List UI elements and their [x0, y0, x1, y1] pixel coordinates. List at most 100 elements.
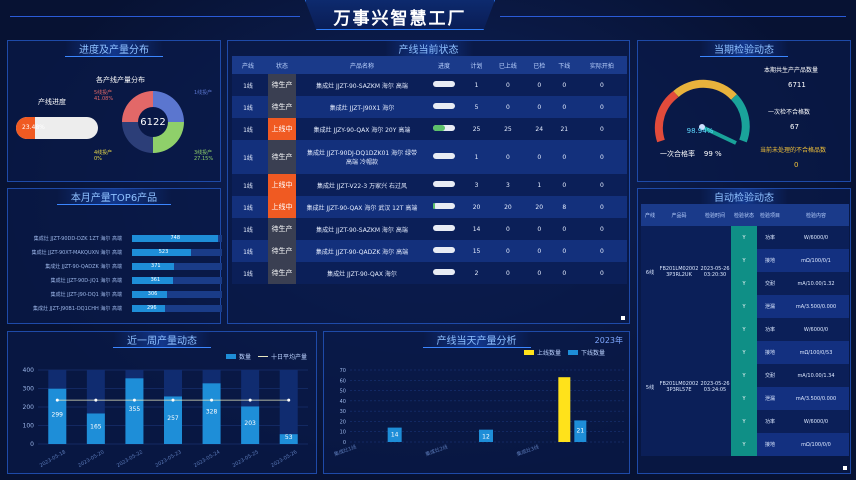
bar: [202, 383, 221, 444]
panel-title: 产线当前状态: [228, 41, 629, 57]
gauge-value: 98.94%: [687, 127, 714, 135]
cell-checked: 0: [526, 262, 552, 284]
cell-check-content: W/6000/0: [783, 318, 849, 341]
cell-status: 上线中: [264, 118, 300, 140]
cell-checked: 1: [526, 174, 552, 196]
cell-line: 5线: [641, 318, 659, 456]
table-row[interactable]: 1线 上线中 集成灶 JJZY-90-QAX 海尔 20Y 高端 25 25 24 21 0: [232, 118, 627, 140]
today-year: 2023年: [594, 336, 623, 345]
x-tick-label: 2023-05-20: [77, 449, 105, 469]
cell-plan: 1: [464, 74, 490, 96]
cell-status: 待生产: [264, 218, 300, 240]
table-body: 1线 待生产 集成灶 JJZT-90-SAZKM 海尔 高端 1 0 0 0 0 1线 待生产 集成…: [232, 74, 627, 284]
col-header[interactable]: 产品码: [659, 204, 699, 226]
table-row[interactable]: 6线 FB201LM02002 3P3RL2UK 2023-05-26 03:20:…: [641, 226, 849, 318]
list-item[interactable]: 集成灶 JJZT-90D-JQ1 海尔 高端 361: [16, 277, 222, 287]
list-item[interactable]: 集成灶 JJZT-J90B1-DQ1CHH 海尔 高端 296: [16, 305, 222, 315]
cell-down: 0: [551, 96, 577, 118]
y-tick-label: 40: [340, 399, 346, 405]
col-header[interactable]: 已检: [526, 56, 552, 74]
table-header: 产线 状态 产品名称 进度 计划 已上线 已检 下线 实际开拍: [232, 56, 627, 74]
table-row[interactable]: 1线 待生产 集成灶 JJZT-90-SAZKM 海尔 高端 1 0 0 0 0: [232, 74, 627, 96]
table-row[interactable]: Y 泄漏 mA/3.500/0.000: [641, 387, 849, 410]
col-header[interactable]: 状态: [264, 56, 300, 74]
resize-handle[interactable]: [843, 466, 847, 470]
status-badge: 上线中: [268, 196, 296, 218]
y-tick-label: 100: [23, 423, 35, 430]
col-header[interactable]: 已上线: [489, 56, 527, 74]
gauge-green-arc: [730, 94, 750, 143]
col-header[interactable]: 检验状态: [731, 204, 757, 226]
table-row[interactable]: Y 交耐 mA/10.00/1.34: [641, 364, 849, 387]
cell-check-content: W/6000/0: [783, 226, 849, 249]
cell-line: 1线: [232, 174, 264, 196]
bar-value: 361: [150, 277, 161, 283]
col-header[interactable]: 检验内容: [783, 204, 849, 226]
table-row[interactable]: 1线 待生产 集成灶 JJZT-90-QAX 海尔 2 0 0 0 0: [232, 262, 627, 284]
table-row[interactable]: Y 功率 W/6000/0: [641, 410, 849, 433]
status-badge: 待生产: [268, 74, 296, 96]
slice-label-4: 4线投产 0%: [94, 149, 112, 162]
table-row[interactable]: Y 接地 mΩ/100/0/53: [641, 341, 849, 364]
cell-checked: 0: [526, 140, 552, 174]
col-header[interactable]: 产线: [641, 204, 659, 226]
list-item[interactable]: 集成灶 JJZT-90XT-MAKQUXN 海尔 高端 523: [16, 249, 222, 259]
cell-progress: [424, 174, 464, 196]
cell-down: 0: [551, 174, 577, 196]
list-item[interactable]: 集成灶 JJZT-90DD-DZK 1ZT 海尔 高端 748: [16, 235, 222, 245]
table-row[interactable]: 1线 待生产 集成灶 JJZT-90-QADZK 海尔 高端 15 0 0 0 0: [232, 240, 627, 262]
list-item[interactable]: 集成灶 JJZT-J90-DQ1 海尔 高端 306: [16, 291, 222, 301]
table-row[interactable]: Y 交耐 mA/10.00/1.32: [641, 272, 849, 295]
col-header[interactable]: 实际开拍: [576, 56, 627, 74]
progress-pill: [433, 269, 455, 275]
bar-fill: [132, 249, 192, 256]
status-badge: 待生产: [268, 218, 296, 240]
table-row[interactable]: Y 接地 mΩ/100/0/1: [641, 249, 849, 272]
pass-rate-gauge: 98.94%: [654, 79, 750, 145]
y-tick-label: 70: [340, 368, 346, 374]
table-row[interactable]: 1线 待生产 集成灶 JJZT-90-SAZKM 海尔 高端 14 0 0 0 0: [232, 218, 627, 240]
week-legend: 数量 十日平均产量: [226, 352, 307, 361]
item-name: 集成灶 JJZT-90DD-DZK 1ZT 海尔 高端: [33, 236, 122, 242]
col-header[interactable]: 检验时间: [699, 204, 731, 226]
cell-online: 0: [489, 140, 527, 174]
cell-status: 待生产: [264, 240, 300, 262]
col-header[interactable]: 计划: [464, 56, 490, 74]
cell-product: 集成灶 JJZT-90DJ-DQ1DZK01 海尔 绿带 高端 冷帽款: [300, 140, 424, 174]
y-tick-label: 0: [30, 441, 34, 448]
cell-line: 1线: [232, 218, 264, 240]
table-row[interactable]: 1线 待生产 集成灶 JJZT-J90X1 海尔 5 0 0 0 0: [232, 96, 627, 118]
cell-product: 集成灶 JJZT-90-SAZKM 海尔 高端: [300, 74, 424, 96]
legend-offline-label: 下线数量: [581, 350, 606, 357]
cell-product: 集成灶 JJZT-V22-3 万家兴 右过风: [300, 174, 424, 196]
progress-pill: [433, 225, 455, 231]
bar-online: [479, 429, 493, 442]
table-row[interactable]: 1线 上线中 集成灶 JJZT-90-QAX 海尔 武汉 12T 高端 20 20 20 8…: [232, 196, 627, 218]
resize-handle[interactable]: [621, 316, 625, 320]
bar-value-label: 355: [129, 406, 141, 413]
cell-check-status: Y: [731, 318, 757, 341]
table-row[interactable]: 5线 FB201LM02002 3P3RL57E 2023-05-26 03:24:…: [641, 318, 849, 456]
cell-check-item: 泄漏: [757, 387, 783, 410]
table-row[interactable]: 1线 上线中 集成灶 JJZT-V22-3 万家兴 右过风 3 3 1 0 0: [232, 174, 627, 196]
table-row[interactable]: Y 接地 mΩ/100/0/0: [641, 433, 849, 456]
table-row[interactable]: 1线 待生产 集成灶 JJZT-90DJ-DQ1DZK01 海尔 绿带 高端 冷帽款…: [232, 140, 627, 174]
cell-online: 20: [489, 196, 527, 218]
cell-progress: [424, 262, 464, 284]
cell-check-item: 功率: [757, 410, 783, 433]
bar-value-label: 21: [577, 427, 585, 434]
gauge-needle: [701, 125, 737, 145]
col-header[interactable]: 产线: [232, 56, 264, 74]
panel-title: 产线当天产量分析: [324, 332, 629, 348]
progress-pill-fill: [433, 125, 446, 131]
first-fail-value: 67: [790, 123, 799, 131]
table-row[interactable]: Y 泄漏 mA/3.500/0.000: [641, 295, 849, 318]
col-header[interactable]: 检验项目: [757, 204, 783, 226]
col-header[interactable]: 下线: [551, 56, 577, 74]
col-header[interactable]: 进度: [424, 56, 464, 74]
slice-5-pct: 41.08%: [94, 96, 114, 102]
bar-value-label: 203: [244, 420, 256, 427]
col-header[interactable]: 产品名称: [300, 56, 424, 74]
cell-checked: 0: [526, 240, 552, 262]
list-item[interactable]: 集成灶 JJZT-90-QADZK 海尔 高端 371: [16, 263, 222, 273]
